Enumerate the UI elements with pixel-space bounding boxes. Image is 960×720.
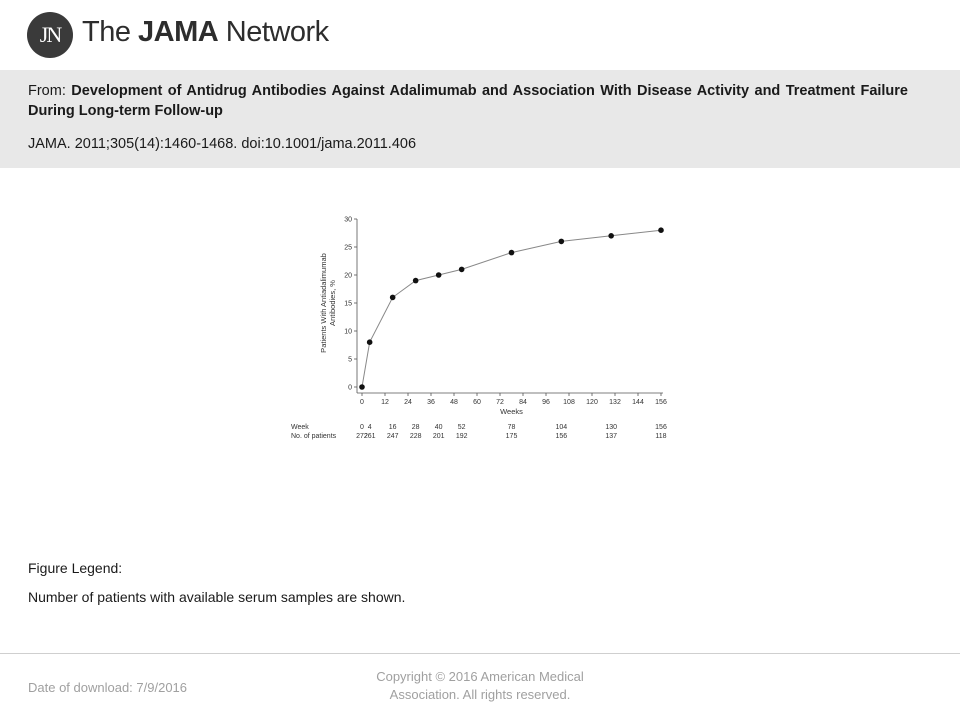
x-tick-label: 60 [473,399,481,406]
from-line: From: Development of Antidrug Antibodies… [28,81,908,121]
x-tick-label: 144 [632,399,644,406]
table-week-value: 104 [555,424,567,431]
table-patients-value: 118 [655,433,666,440]
brand-suffix: Network [218,16,329,48]
copyright-line-2: Association. All rights reserved. [389,687,571,702]
jama-network-logo-icon[interactable]: JN [27,12,73,58]
figure-legend-heading: Figure Legend: [28,560,123,576]
x-tick-label: 48 [450,399,458,406]
brand-bold: JAMA [138,16,219,48]
table-patients-value: 175 [506,433,518,440]
table-week-value: 52 [458,424,466,431]
brand-name[interactable]: The JAMA Network [82,16,329,49]
download-date: Date of download: 7/9/2016 [28,680,188,695]
x-tick-label: 24 [404,399,412,406]
figure: 0 5 10 15 20 25 30 0 12 24 36 48 60 72 84 96 108 120 132 14… [0,168,960,548]
table-patients-value: 228 [410,433,422,440]
table-patients-value: 137 [605,433,617,440]
x-tick-label: 84 [519,399,527,406]
table-patients-value: 201 [433,433,445,440]
y-tick-label: 20 [344,273,352,280]
x-tick-label: 0 [360,399,364,406]
data-point [412,277,419,284]
x-tick-label: 72 [496,399,504,406]
table-week-value: 0 [360,424,364,431]
x-tick-label: 108 [563,399,575,406]
figure-legend-text: Number of patients with available serum … [28,589,406,605]
brand-prefix: The [82,16,139,48]
data-point [508,249,515,256]
table-patients-value: 247 [387,433,399,440]
y-tick-label: 0 [348,385,352,392]
data-point [359,384,365,390]
x-tick-label: 12 [381,399,389,406]
x-axis-label: Weeks [500,407,523,416]
y-tick-label: 25 [344,245,352,252]
data-point [435,272,442,278]
table-row-label-patients: No. of patients [291,433,337,440]
article-title[interactable]: Development of Antidrug Antibodies Again… [28,83,908,119]
footer-divider [0,653,960,654]
data-point [458,266,465,273]
x-tick-label: 120 [586,399,598,406]
data-point [366,339,373,345]
y-axis-label-line-1: Patients With Antiadalimumab [319,253,328,353]
data-point [389,294,396,301]
table-patients-value: 272 [356,433,368,440]
y-axis-label-line-2: Antibodies, % [328,280,337,326]
table-week-value: 78 [508,424,516,431]
y-tick-label: 15 [344,301,352,308]
data-point [658,227,664,233]
series-line [361,229,662,388]
header: JN The JAMA Network [0,0,960,70]
data-point [608,233,614,239]
table-patients-value: 156 [555,433,567,440]
x-tick-label: 156 [655,399,667,406]
x-tick-label: 132 [609,399,621,406]
table-week-value: 28 [412,424,420,431]
data-point [558,238,565,245]
y-tick-label: 10 [344,329,352,336]
y-tick-label: 5 [348,357,352,364]
table-week-value: 40 [435,424,443,431]
table-week-value: 156 [655,424,667,431]
citation: JAMA. 2011;305(14):1460-1468. doi:10.100… [28,136,417,152]
table-row-label-week: Week [291,424,309,431]
table-week-value: 130 [605,424,617,431]
line-chart: 0 5 10 15 20 25 30 0 12 24 36 48 60 72 84 96 108 120 132 14… [291,217,667,441]
copyright-line-1: Copyright © 2016 American Medical [376,669,584,684]
y-tick-label: 30 [344,217,352,224]
table-week-value: 4 [368,424,372,431]
table-week-value: 16 [389,424,397,431]
x-tick-label: 36 [427,399,435,406]
table-patients-value: 192 [456,433,468,440]
copyright: Copyright © 2016 American Medical Associ… [355,668,605,704]
x-tick-label: 96 [542,399,550,406]
table-patients-value: 261 [364,433,376,440]
from-label: From: [28,83,72,99]
article-info: From: Development of Antidrug Antibodies… [0,70,960,168]
